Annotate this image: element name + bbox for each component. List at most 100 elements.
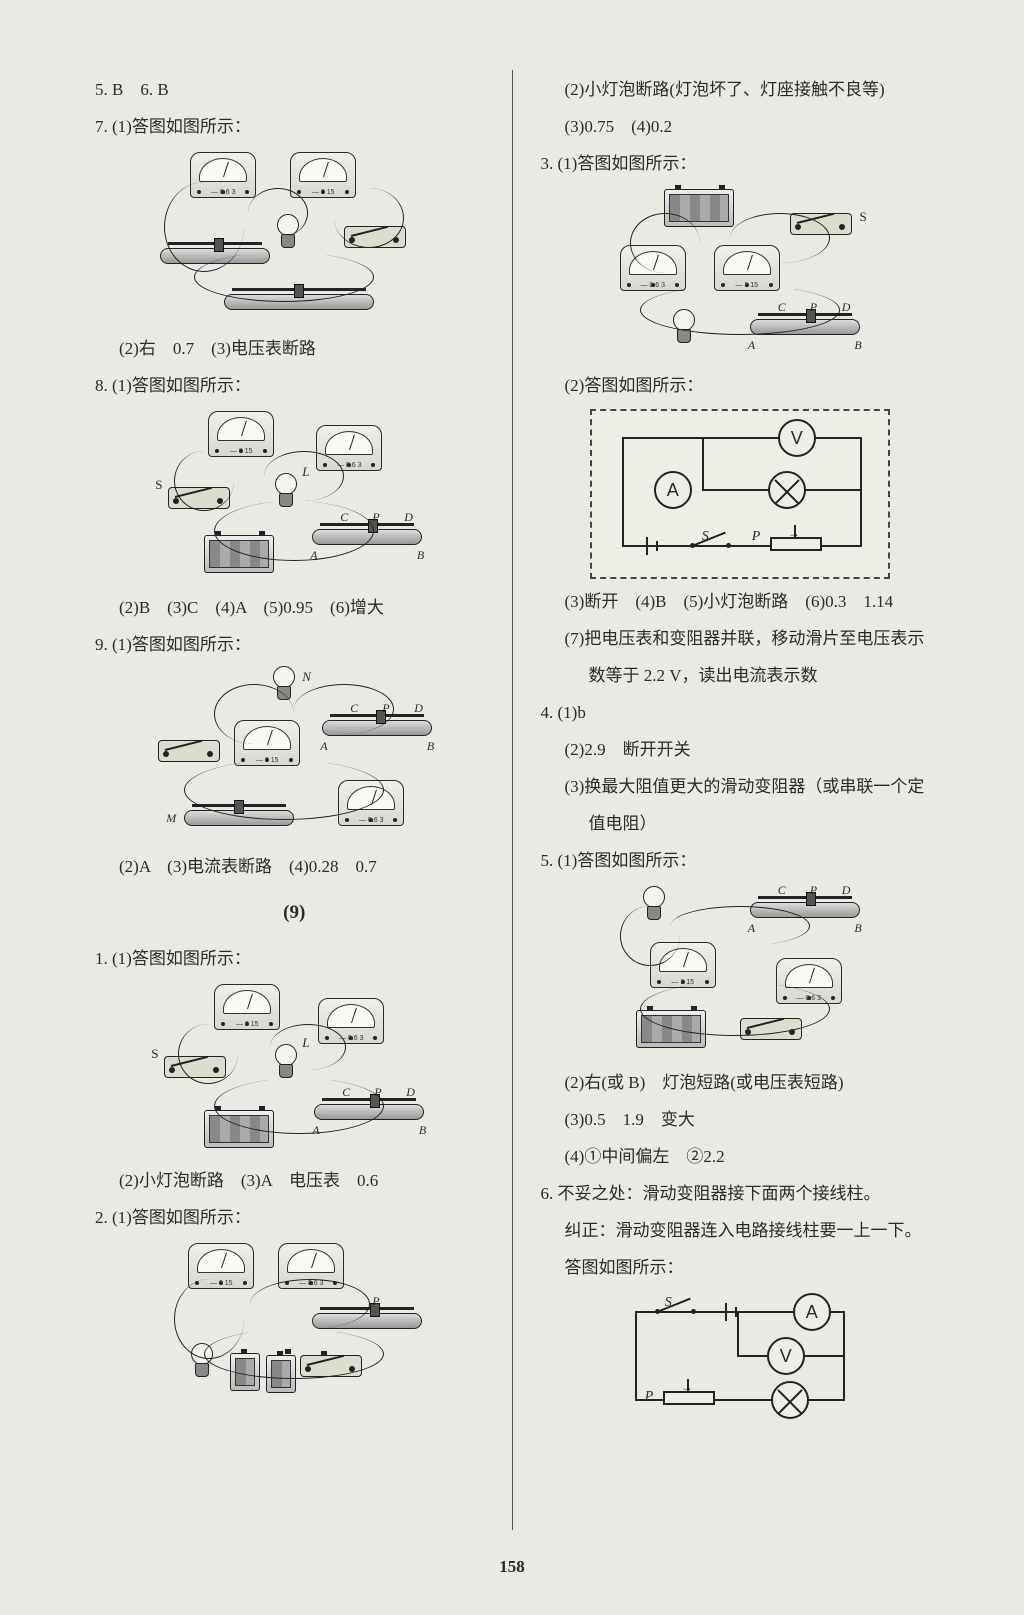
wire-icon: [214, 684, 294, 744]
figure-5-1-wrap: C P D A B — 3 15 — 0.6 3: [541, 886, 940, 1056]
figure-9-1-wrap: N — 3 15 C P D A B — 0.6 3 M: [95, 670, 494, 840]
wire-icon: [640, 982, 830, 1036]
label-V: V: [791, 420, 803, 456]
label-S: S: [702, 523, 709, 551]
figure-s9-2-wrap: — 3 15 — 0.6 3 P: [95, 1243, 494, 1393]
voltmeter-symbol: V: [767, 1337, 805, 1375]
schematic-3-2: V A S → P: [590, 409, 890, 579]
wire-icon: [640, 285, 840, 335]
q3-2: (2)答图如图所示：: [541, 369, 940, 403]
battery-symbol: [646, 537, 670, 555]
label-P: P: [645, 1383, 654, 1411]
wire-icon: [294, 684, 394, 734]
page: 5. B 6. B 7. (1)答图如图所示： — 0.6 3 — 3 15 (…: [0, 0, 1024, 1615]
figure-8-1: — 3 15 — 0.6 3 S L C P D A B: [154, 411, 434, 581]
wire-icon: [622, 437, 862, 439]
wire-icon: [178, 1024, 238, 1084]
figure-s9-1-wrap: — 3 15 — 0.6 3 S L C P D A B: [95, 984, 494, 1154]
switch-symbol: [692, 545, 728, 547]
wire-icon: [248, 188, 308, 238]
label-A: A: [320, 734, 327, 758]
wire-icon: [334, 188, 404, 248]
two-column-layout: 5. B 6. B 7. (1)答图如图所示： — 0.6 3 — 3 15 (…: [95, 70, 939, 1530]
label-D: D: [414, 696, 423, 720]
q2-2: (2)小灯泡断路(灯泡坏了、灯座接触不良等): [541, 73, 940, 107]
q3-3-6: (3)断开 (4)B (5)小灯泡断路 (6)0.3 1.14: [541, 585, 940, 619]
q5-3: (3)0.5 1.9 变大: [541, 1103, 940, 1137]
q6-b: 纠正：滑动变阻器连入电路接线柱要一上一下。: [541, 1214, 940, 1248]
wire-icon: [204, 1329, 384, 1379]
wire-icon: [635, 1311, 637, 1401]
label-M: M: [166, 806, 176, 830]
label-S: S: [665, 1289, 672, 1317]
figure-3-1-wrap: S — 0.6 3 — 3 15 C P D A B: [541, 189, 940, 359]
label-B: B: [427, 734, 434, 758]
label-D: D: [404, 505, 413, 529]
section-9-heading: (9): [95, 894, 494, 932]
wire-icon: [174, 451, 234, 511]
wire-icon: [860, 437, 862, 547]
q8-1: 8. (1)答图如图所示：: [95, 369, 494, 403]
figure-5-1: C P D A B — 3 15 — 0.6 3: [600, 886, 880, 1056]
label-B: B: [417, 543, 424, 567]
label-B: B: [419, 1118, 426, 1142]
wire-icon: [214, 1078, 384, 1134]
figure-7-1: — 0.6 3 — 3 15: [154, 152, 434, 322]
voltmeter-symbol: V: [778, 419, 816, 457]
wire-icon: [214, 501, 374, 561]
figure-s9-2: — 3 15 — 0.6 3 P: [164, 1243, 424, 1393]
figure-9-1: N — 3 15 C P D A B — 0.6 3 M: [154, 670, 434, 840]
voltmeter-icon: — 3 15: [208, 411, 274, 457]
switch-icon: [158, 740, 220, 762]
meter-scale: — 0.6 3: [339, 817, 403, 824]
left-column: 5. B 6. B 7. (1)答图如图所示： — 0.6 3 — 3 15 (…: [95, 70, 512, 1530]
s9-q2-1: 2. (1)答图如图所示：: [95, 1201, 494, 1235]
q4-3a: (3)换最大阻值更大的滑动变阻器（或串联一个定: [541, 770, 940, 804]
label-P: P: [752, 523, 761, 551]
lamp-symbol: [768, 471, 806, 509]
q2-3-4: (3)0.75 (4)0.2: [541, 110, 940, 144]
voltmeter-icon: — 3 15: [290, 152, 356, 198]
q4-2: (2)2.9 断开开关: [541, 733, 940, 767]
q5-2: (2)右(或 B) 灯泡短路(或电压表短路): [541, 1066, 940, 1100]
wire-icon: [702, 437, 704, 491]
wire-icon: [270, 1024, 346, 1070]
q7-1: 7. (1)答图如图所示：: [95, 110, 494, 144]
label-P: P: [810, 878, 817, 902]
s9-q1-2-3: (2)小灯泡断路 (3)A 电压表 0.6: [95, 1164, 494, 1198]
label-B: B: [854, 916, 861, 940]
q4-3b: 值电阻）: [541, 807, 940, 841]
label-Amp: A: [806, 1294, 818, 1330]
q6-a: 6. 不妥之处：滑动变阻器接下面两个接线柱。: [541, 1177, 940, 1211]
wire-icon: [264, 451, 344, 501]
q7-2-3: (2)右 0.7 (3)电压表断路: [95, 332, 494, 366]
wire-icon: [730, 213, 830, 263]
label-D: D: [842, 878, 851, 902]
page-number: 158: [0, 1557, 1024, 1577]
ammeter-symbol: A: [793, 1293, 831, 1331]
label-D: D: [842, 295, 851, 319]
wire-icon: [194, 252, 374, 302]
label-C: C: [778, 878, 786, 902]
schematic-6: S A V → P: [615, 1295, 865, 1425]
answer-5-6: 5. B 6. B: [95, 73, 494, 107]
rheostat-symbol: →: [663, 1391, 715, 1405]
meter-scale: — 0.6 3: [621, 282, 685, 289]
figure-8-1-wrap: — 3 15 — 0.6 3 S L C P D A B: [95, 411, 494, 581]
lamp-symbol: [771, 1381, 809, 1419]
wire-icon: [184, 760, 384, 820]
s9-q1-1: 1. (1)答图如图所示：: [95, 942, 494, 976]
figure-s9-1: — 3 15 — 0.6 3 S L C P D A B: [154, 984, 434, 1154]
wire-icon: [630, 213, 700, 273]
label-S: S: [860, 204, 867, 230]
ammeter-symbol: A: [654, 471, 692, 509]
label-V: V: [780, 1338, 792, 1374]
figure-7-1-wrap: — 0.6 3 — 3 15: [95, 152, 494, 322]
q9-2-4: (2)A (3)电流表断路 (4)0.28 0.7: [95, 850, 494, 884]
q5-4: (4)①中间偏左 ②2.2: [541, 1140, 940, 1174]
q6-c: 答图如图所示：: [541, 1251, 940, 1285]
label-D: D: [406, 1080, 415, 1104]
q4-1: 4. (1)b: [541, 696, 940, 730]
figure-3-1: S — 0.6 3 — 3 15 C P D A B: [600, 189, 880, 359]
q3-7b: 数等于 2.2 V，读出电流表示数: [541, 659, 940, 693]
